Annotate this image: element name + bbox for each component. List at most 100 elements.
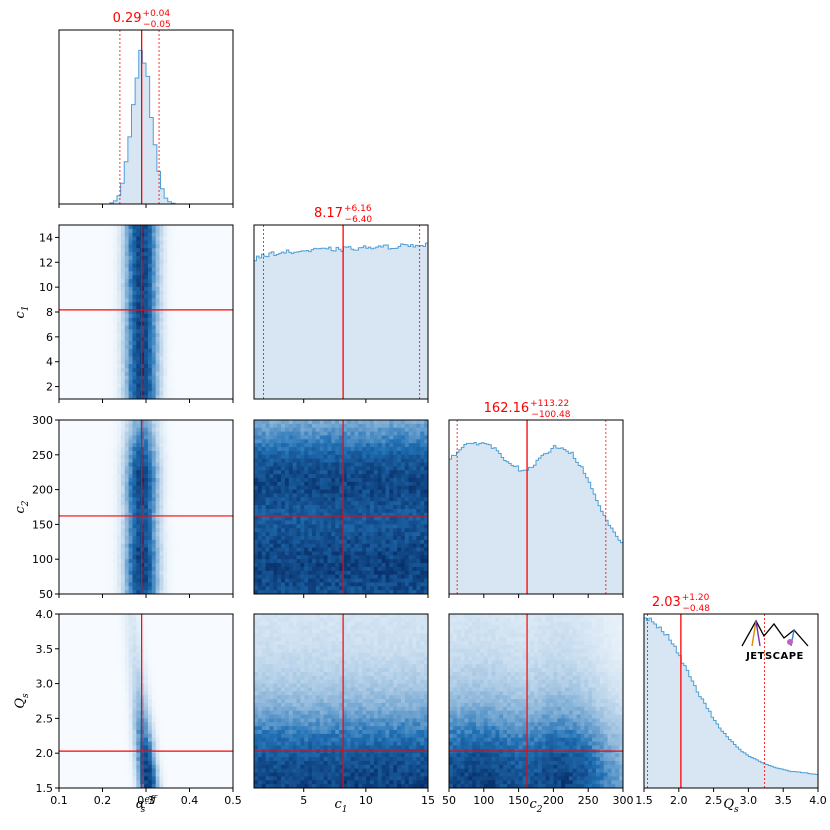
density-cell (225, 275, 230, 280)
density-cell (136, 267, 141, 272)
density-cell (117, 582, 122, 587)
density-cell (78, 505, 83, 510)
density-cell (182, 582, 187, 587)
density-cell (229, 395, 234, 400)
density-cell (284, 420, 290, 425)
density-cell (140, 368, 145, 373)
density-cell (62, 317, 68, 323)
density-cell (209, 439, 215, 444)
density-cell (213, 290, 218, 295)
density-cell (182, 298, 187, 303)
density-cell (178, 337, 184, 342)
density-cell (128, 435, 133, 440)
density-cell (86, 423, 91, 429)
density-cell (202, 470, 207, 475)
density-cell (140, 325, 145, 330)
density-cell (412, 470, 417, 475)
density-cell (144, 547, 149, 552)
density-cell (420, 489, 425, 494)
density-cell (186, 570, 191, 576)
density-cell (155, 508, 160, 514)
density-cell (323, 431, 328, 436)
density-cell (59, 368, 64, 373)
density-cell (117, 333, 122, 338)
density-cell (281, 481, 286, 487)
density-cell (408, 431, 413, 436)
density-cell (147, 447, 153, 452)
density-cell (308, 454, 313, 460)
density-cell (140, 275, 145, 280)
density-cell (209, 329, 215, 334)
density-cell (257, 462, 263, 467)
density-cell (147, 286, 153, 292)
density-cell (117, 228, 122, 234)
density-cell (109, 298, 114, 303)
density-cell (86, 508, 91, 514)
density-cell (366, 474, 371, 479)
density-cell (315, 466, 321, 471)
density-cell (265, 420, 270, 425)
density-cell (288, 481, 294, 487)
density-cell (229, 505, 234, 510)
density-cell (182, 356, 187, 361)
density-cell (93, 387, 99, 392)
density-cell (62, 294, 68, 299)
density-cell (377, 435, 382, 440)
density-cell (117, 263, 122, 268)
density-cell (385, 439, 390, 444)
density-cell (147, 255, 153, 261)
density-cell (78, 271, 83, 276)
density-cell (109, 244, 114, 249)
density-cell (350, 489, 355, 494)
density-cell (221, 364, 226, 369)
density-cell (109, 356, 114, 361)
density-cell (78, 313, 83, 319)
density-cell (144, 341, 149, 346)
density-cell (101, 383, 106, 388)
density-cell (101, 454, 106, 460)
density-cell (62, 501, 68, 506)
density-cell (113, 551, 118, 556)
density-cell (420, 447, 425, 452)
density-cell (155, 387, 160, 392)
density-cell (257, 420, 263, 425)
density-cell (89, 466, 95, 471)
density-cell (78, 375, 83, 381)
density-cell (178, 439, 184, 444)
density-cell (190, 391, 195, 396)
density-cell (205, 310, 211, 315)
density-cell (163, 379, 168, 384)
density-cell (159, 508, 164, 514)
density-cell (70, 383, 75, 388)
density-cell (171, 255, 176, 261)
density-cell (155, 439, 160, 444)
density-cell (261, 447, 266, 452)
density-cell (217, 582, 222, 587)
density-cell (74, 294, 79, 299)
density-cell (93, 439, 99, 444)
density-cell (202, 578, 207, 583)
density-cell (205, 252, 211, 257)
density-cell (194, 435, 199, 440)
density-cell (74, 543, 79, 548)
density-cell (113, 512, 118, 518)
density-cell (331, 466, 336, 471)
density-cell (120, 508, 126, 514)
density-cell (221, 458, 226, 463)
density-cell (109, 489, 114, 494)
density-cell (120, 290, 126, 295)
density-cell (229, 474, 234, 479)
density-cell (147, 379, 153, 384)
density-cell (120, 443, 126, 448)
density-cell (182, 555, 187, 560)
density-cell (194, 447, 199, 452)
density-cell (117, 302, 122, 307)
density-cell (120, 427, 126, 432)
density-cell (225, 497, 230, 502)
density-cell (182, 352, 187, 357)
density-cell (381, 478, 386, 483)
density-cell (159, 383, 164, 388)
density-cell (159, 329, 164, 334)
density-cell (408, 485, 413, 490)
density-cell (400, 427, 406, 432)
